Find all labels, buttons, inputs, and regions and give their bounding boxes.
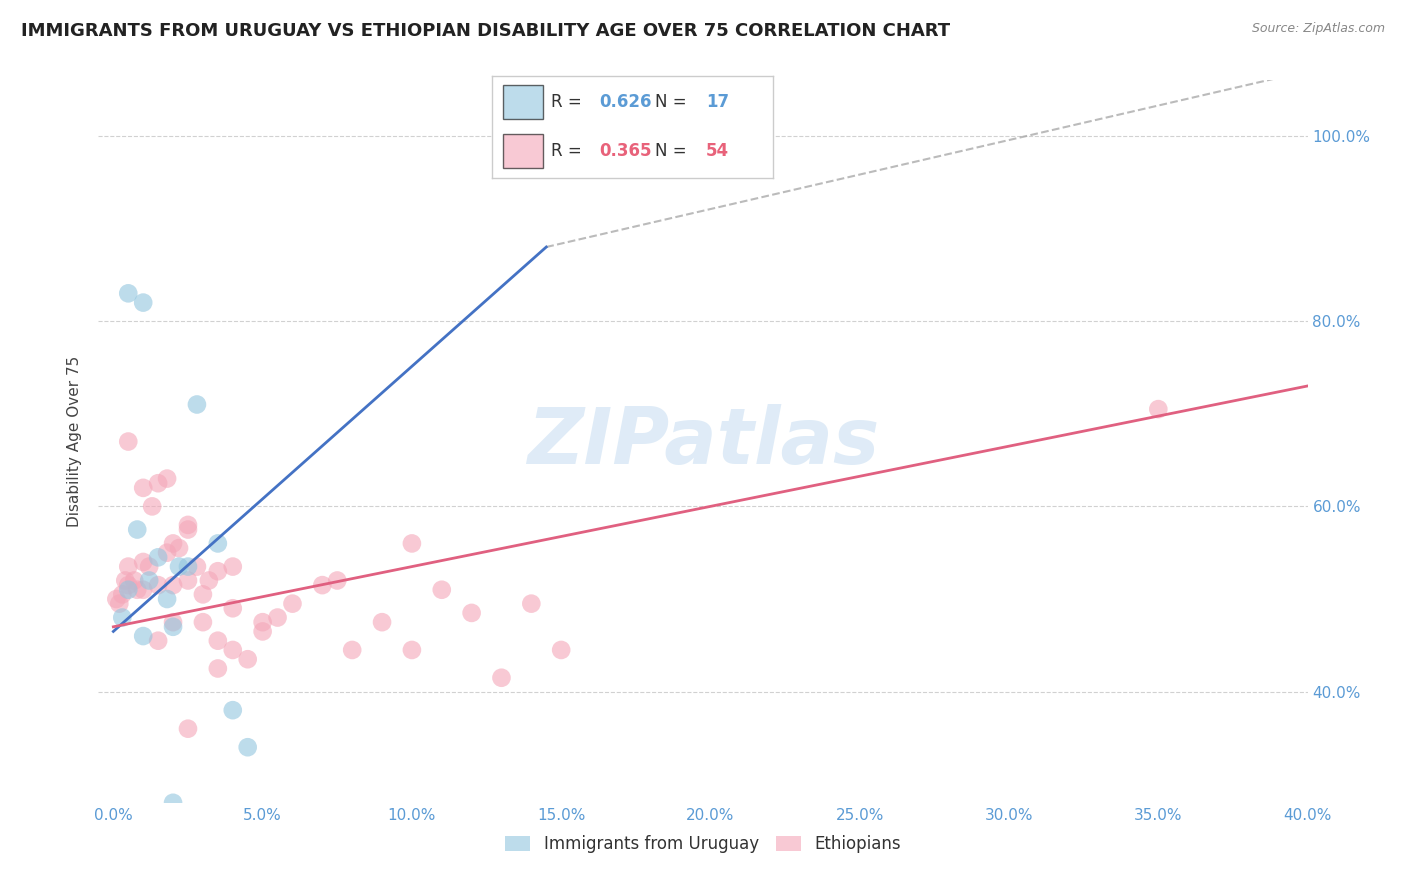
Point bbox=[236, 740, 259, 755]
Point bbox=[236, 652, 259, 666]
Text: 54: 54 bbox=[706, 142, 728, 160]
Point bbox=[311, 578, 333, 592]
Text: IMMIGRANTS FROM URUGUAY VS ETHIOPIAN DISABILITY AGE OVER 75 CORRELATION CHART: IMMIGRANTS FROM URUGUAY VS ETHIOPIAN DIS… bbox=[21, 22, 950, 40]
Text: N =: N = bbox=[655, 142, 692, 160]
Point bbox=[252, 624, 274, 639]
Point bbox=[132, 582, 155, 597]
Text: ZIPatlas: ZIPatlas bbox=[527, 403, 879, 480]
Point bbox=[207, 633, 229, 648]
Point bbox=[122, 574, 145, 588]
Point bbox=[520, 597, 543, 611]
Point bbox=[162, 620, 184, 634]
Point bbox=[162, 536, 184, 550]
Point bbox=[117, 286, 139, 301]
Point bbox=[430, 582, 453, 597]
Point bbox=[222, 601, 245, 615]
Point bbox=[162, 796, 184, 810]
Text: N =: N = bbox=[655, 94, 692, 112]
Text: R =: R = bbox=[551, 142, 588, 160]
Point bbox=[252, 615, 274, 630]
Point bbox=[105, 592, 128, 607]
Point bbox=[1147, 402, 1170, 417]
Point bbox=[146, 550, 169, 565]
Point bbox=[138, 559, 160, 574]
Point bbox=[156, 546, 179, 560]
Point bbox=[117, 582, 139, 597]
Text: 0.626: 0.626 bbox=[599, 94, 651, 112]
Point bbox=[186, 559, 208, 574]
Point bbox=[167, 559, 190, 574]
Point bbox=[491, 671, 513, 685]
Point bbox=[198, 574, 221, 588]
Point bbox=[132, 481, 155, 495]
Point bbox=[401, 536, 423, 550]
Point bbox=[146, 578, 169, 592]
Point bbox=[222, 643, 245, 657]
Point bbox=[281, 597, 304, 611]
Point bbox=[117, 434, 139, 449]
Point bbox=[127, 523, 149, 537]
Point bbox=[156, 592, 179, 607]
Point bbox=[156, 472, 179, 486]
Point bbox=[167, 541, 190, 555]
Point bbox=[266, 610, 288, 624]
Point bbox=[132, 555, 155, 569]
Point bbox=[108, 597, 131, 611]
Point bbox=[111, 610, 134, 624]
Point bbox=[146, 633, 169, 648]
Point bbox=[222, 703, 245, 717]
Point bbox=[177, 722, 200, 736]
Text: 17: 17 bbox=[706, 94, 728, 112]
Legend: Immigrants from Uruguay, Ethiopians: Immigrants from Uruguay, Ethiopians bbox=[499, 828, 907, 860]
Point bbox=[550, 643, 572, 657]
Point bbox=[177, 559, 200, 574]
Point bbox=[207, 564, 229, 578]
Point bbox=[191, 587, 214, 601]
Point bbox=[177, 574, 200, 588]
Point bbox=[207, 536, 229, 550]
FancyBboxPatch shape bbox=[503, 85, 543, 119]
Point bbox=[186, 397, 208, 411]
Point bbox=[117, 578, 139, 592]
Point bbox=[117, 559, 139, 574]
Point bbox=[138, 574, 160, 588]
Text: 0.365: 0.365 bbox=[599, 142, 651, 160]
Text: Source: ZipAtlas.com: Source: ZipAtlas.com bbox=[1251, 22, 1385, 36]
Point bbox=[340, 643, 363, 657]
Point bbox=[162, 615, 184, 630]
Point bbox=[371, 615, 394, 630]
Point bbox=[162, 578, 184, 592]
Text: R =: R = bbox=[551, 94, 588, 112]
Point bbox=[114, 574, 136, 588]
Point bbox=[132, 295, 155, 310]
Point bbox=[326, 574, 349, 588]
Point bbox=[141, 500, 163, 514]
Point bbox=[460, 606, 482, 620]
Point bbox=[111, 587, 134, 601]
Point bbox=[146, 476, 169, 491]
Point bbox=[177, 517, 200, 532]
FancyBboxPatch shape bbox=[503, 135, 543, 168]
Point bbox=[222, 559, 245, 574]
Y-axis label: Disability Age Over 75: Disability Age Over 75 bbox=[67, 356, 83, 527]
Point bbox=[207, 661, 229, 675]
Point bbox=[177, 523, 200, 537]
Point bbox=[401, 643, 423, 657]
Point bbox=[191, 615, 214, 630]
Point bbox=[127, 582, 149, 597]
Point bbox=[132, 629, 155, 643]
